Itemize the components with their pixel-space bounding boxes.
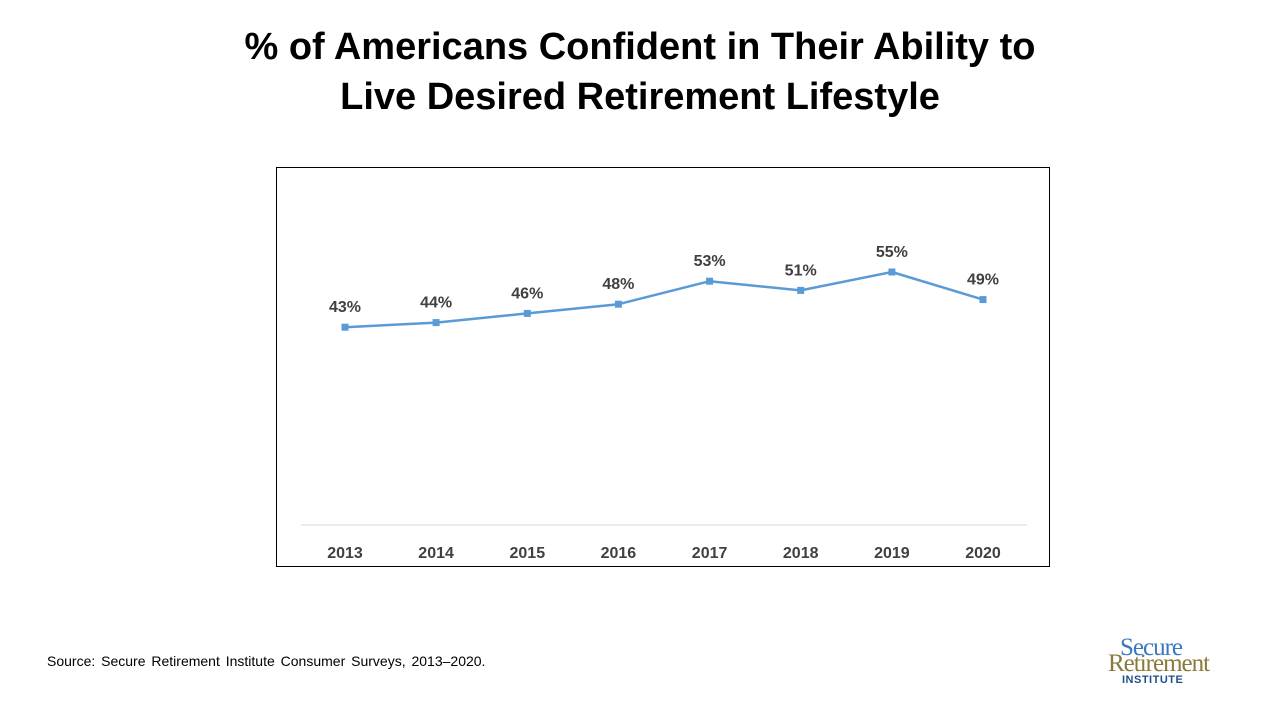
data-point-2019 [888, 268, 896, 276]
chart-frame: 43% 2013 44% 2014 46% 2015 48% 2016 53% 2017 51% 20… [276, 167, 1050, 567]
source-note: Source: Secure Retirement Institute Cons… [47, 653, 486, 669]
data-point-2018 [797, 286, 805, 294]
data-label-2017: 53% [694, 253, 726, 270]
data-point-2013 [341, 323, 349, 331]
logo-secure-text: Secure [1120, 634, 1183, 661]
x-tick-label-2014: 2014 [418, 545, 454, 562]
data-point-2014 [432, 319, 440, 327]
data-label-2019: 55% [876, 244, 908, 261]
x-tick-label-2019: 2019 [874, 545, 910, 562]
line-chart: 43% 2013 44% 2014 46% 2015 48% 2016 53% 2017 51% 20… [301, 244, 1027, 562]
x-tick-label-2016: 2016 [601, 545, 637, 562]
data-label-2015: 46% [511, 285, 543, 302]
data-label-2020: 49% [967, 272, 999, 289]
data-point-2017 [706, 277, 714, 285]
title-line-1: % of Americans Confident in Their Abilit… [244, 26, 1036, 68]
logo-retirement-text: Retirement [1108, 650, 1210, 677]
title-line-2: Live Desired Retirement Lifestyle [340, 76, 940, 118]
x-tick-label-2020: 2020 [965, 545, 1001, 562]
slide-title: % of Americans Confident in Their Abilit… [0, 22, 1280, 122]
x-tick-label-2015: 2015 [510, 545, 546, 562]
x-tick-label-2018: 2018 [783, 545, 819, 562]
x-tick-label-2017: 2017 [692, 545, 728, 562]
secure-retirement-institute-logo: Secure Retirement INSTITUTE [1100, 634, 1230, 690]
series-line [344, 270, 984, 329]
data-label-2014: 44% [420, 295, 452, 312]
data-point-2020 [979, 296, 987, 304]
data-label-2013: 43% [329, 299, 361, 316]
data-point-2015 [523, 309, 531, 317]
logo-institute-text: INSTITUTE [1122, 674, 1184, 686]
data-label-2016: 48% [602, 276, 634, 293]
data-point-2016 [614, 300, 622, 308]
data-label-2018: 51% [785, 262, 817, 279]
x-tick-label-2013: 2013 [327, 545, 363, 562]
